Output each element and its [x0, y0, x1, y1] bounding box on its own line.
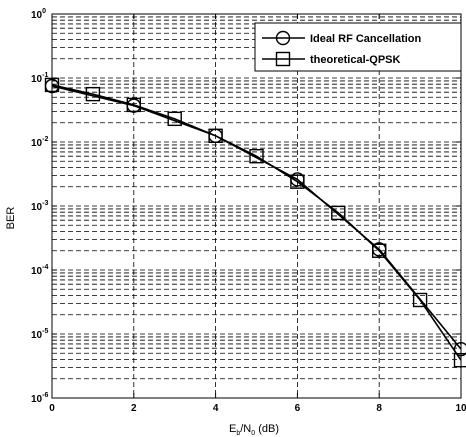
tick-labels: 0 2 4 6 8 10 100 10-1 10-2 10-3 10-4 10-5 10-6 [31, 8, 466, 414]
legend-marker-1 [275, 30, 291, 46]
legend-marker-2 [275, 51, 291, 67]
x-tick-label: 0 [49, 403, 55, 414]
x-tick-label: 6 [295, 403, 301, 414]
data-point [167, 111, 182, 127]
series-1 [44, 78, 466, 357]
plot-series [44, 77, 466, 368]
legend-label-1: Ideal RF Cancellation [310, 33, 422, 45]
y-tick-label: 10-4 [31, 264, 48, 277]
y-tick-label: 10-2 [31, 136, 48, 149]
series-2 [44, 77, 466, 368]
y-tick-label: 10-5 [31, 328, 48, 341]
data-point [412, 292, 428, 308]
y-tick-label: 10-1 [31, 72, 48, 85]
x-tick-label: 2 [131, 403, 137, 414]
legend-entries [262, 30, 305, 67]
data-point [372, 243, 387, 258]
legend: Ideal RF Cancellation theoretical-QPSK [254, 22, 462, 72]
data-point [85, 86, 101, 102]
y-tick-label: 10-6 [31, 392, 48, 405]
y-tick-label: 100 [31, 8, 46, 21]
y-tick-label: 10-3 [31, 200, 48, 213]
data-point [290, 174, 305, 189]
data-point [331, 205, 346, 221]
data-point [126, 97, 142, 113]
series-line [51, 85, 462, 350]
y-axis-label: BER [5, 207, 17, 230]
x-tick-label: 8 [376, 403, 382, 414]
x-axis-label: Eb/N0 (dB) [229, 423, 279, 437]
data-point [249, 148, 264, 164]
data-point [208, 128, 223, 143]
grid-lines [52, 14, 461, 398]
x-tick-label: 4 [213, 403, 219, 414]
series-line [51, 84, 462, 361]
x-tick-label: 10 [455, 403, 466, 414]
legend-label-2: theoretical-QPSK [310, 54, 401, 66]
